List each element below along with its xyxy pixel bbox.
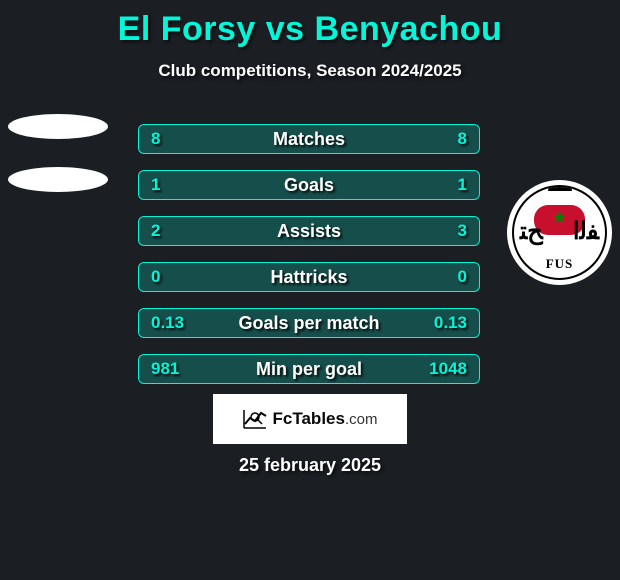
stat-value-right: 3 — [458, 221, 467, 241]
stat-value-right: 0.13 — [434, 313, 467, 333]
stat-value-left: 1 — [151, 175, 160, 195]
stat-label: Assists — [277, 221, 341, 242]
date-label: 25 february 2025 — [239, 455, 381, 476]
logo-prefix: FcTables — [273, 409, 345, 428]
crown-icon — [546, 185, 574, 193]
stat-value-left: 0.13 — [151, 313, 184, 333]
arabic-left: ﺢﺘ — [520, 217, 543, 246]
stat-value-right: 1048 — [429, 359, 467, 379]
stats-list: 8 Matches 8 1 Goals 1 2 Assists 3 0 Hattricks 0 0.13… — [138, 124, 480, 400]
logo-text: FcTables.com — [273, 409, 378, 429]
logo-suffix: .com — [345, 411, 378, 428]
comparison-card: El Forsy vs Benyachou Club competitions,… — [0, 0, 620, 580]
left-club-badge — [8, 100, 113, 205]
stat-label: Goals per match — [238, 313, 379, 334]
stat-row: 0.13 Goals per match 0.13 — [138, 308, 480, 338]
chart-icon — [243, 409, 267, 429]
stat-row: 8 Matches 8 — [138, 124, 480, 154]
stat-value-left: 981 — [151, 359, 179, 379]
fctables-logo[interactable]: FcTables.com — [213, 394, 407, 444]
right-club-badge: ★ ﺢﺘ ﻔﻟﺍ FUS — [507, 180, 612, 285]
page-title: El Forsy vs Benyachou — [0, 0, 620, 49]
left-badge-shape-1 — [8, 114, 108, 139]
stat-value-right: 1 — [458, 175, 467, 195]
fill-right — [309, 171, 479, 199]
stat-value-left: 2 — [151, 221, 160, 241]
stat-row: 2 Assists 3 — [138, 216, 480, 246]
stat-row: 981 Min per goal 1048 — [138, 354, 480, 384]
stat-value-right: 0 — [458, 267, 467, 287]
stat-row: 0 Hattricks 0 — [138, 262, 480, 292]
stat-value-left: 0 — [151, 267, 160, 287]
stat-row: 1 Goals 1 — [138, 170, 480, 200]
stat-label: Goals — [284, 175, 334, 196]
club-code: FUS — [546, 256, 574, 272]
stat-label: Matches — [273, 129, 345, 150]
subtitle: Club competitions, Season 2024/2025 — [0, 61, 620, 81]
stat-value-right: 8 — [458, 129, 467, 149]
stat-label: Min per goal — [256, 359, 362, 380]
star-icon: ★ — [551, 207, 567, 228]
stat-value-left: 8 — [151, 129, 160, 149]
left-badge-shape-2 — [8, 167, 108, 192]
stat-label: Hattricks — [270, 267, 347, 288]
right-badge-inner: ★ ﺢﺘ ﻔﻟﺍ FUS — [512, 185, 607, 280]
arabic-right: ﻔﻟﺍ — [573, 217, 599, 246]
